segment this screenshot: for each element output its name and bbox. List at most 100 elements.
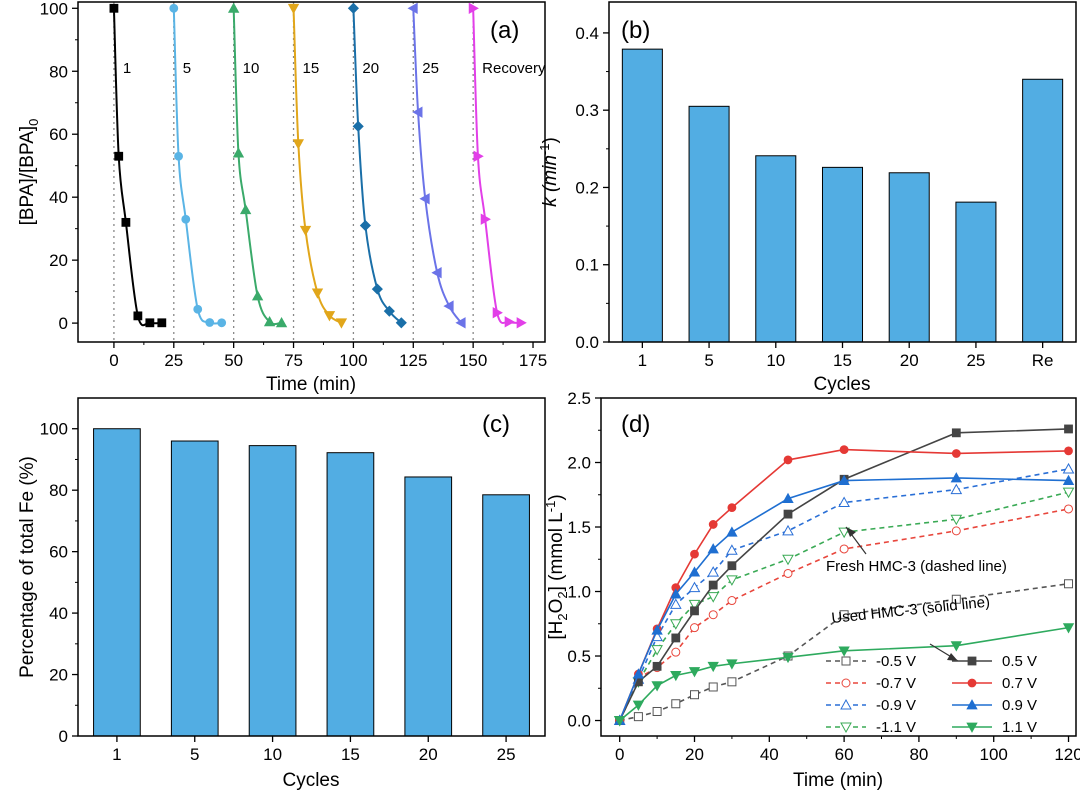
panel-a-x-tick-label: 100 xyxy=(339,351,367,370)
panel-d-legend-marker xyxy=(840,698,852,710)
panel-d-data-point xyxy=(688,599,701,611)
panel-d-data-point xyxy=(726,544,738,555)
panel-a-x-tick-label: 0 xyxy=(109,351,118,370)
panel-c-x-tick-label: 15 xyxy=(341,745,360,764)
panel-d-data-point xyxy=(783,509,793,519)
panel-c-bar xyxy=(404,476,453,737)
panel-d-legend-marker xyxy=(841,678,851,688)
panel-a-series-line xyxy=(352,8,403,324)
panel-d-series-11V xyxy=(614,623,1075,727)
panel-b-x-axis-label: Cycles xyxy=(813,374,870,395)
panel-d-data-point xyxy=(950,514,963,526)
annotation-fresh-arrowhead xyxy=(846,527,856,537)
panel-a-cycle-label: 15 xyxy=(303,60,320,77)
panel-d-data-point xyxy=(727,503,737,513)
panel-d-data-point xyxy=(614,716,626,727)
panel-d-data-point xyxy=(707,543,719,554)
panel-a-series-1 xyxy=(109,3,167,328)
panel-b-y-tick-label: 0.0 xyxy=(575,333,599,352)
panel-c-y-tick-label: 40 xyxy=(49,604,68,623)
panel-a-data-point xyxy=(169,3,179,13)
panel-d-legend-label: -0.9 V xyxy=(876,697,916,714)
panel-d-data-point xyxy=(690,549,699,559)
panel-d-data-point xyxy=(708,520,718,529)
panel-d-y-axis-label: [H2O2] (mmol L-1) xyxy=(543,494,570,639)
panel-b-y-axis-label-main: k (min xyxy=(540,155,561,207)
panel-d-data-point xyxy=(669,598,682,609)
panel-a-data-point xyxy=(395,317,407,329)
panel-a-data-point xyxy=(114,151,124,161)
panel-c-bar xyxy=(248,445,297,737)
panel-d-data-point xyxy=(782,524,794,536)
panel-d-data-point xyxy=(838,496,850,507)
panel-b: 1 5 10 15 20 25 Re0.00.10.20.30.4 (b) Cycles k… xyxy=(537,1,1077,395)
panel-d-legend-marker xyxy=(840,722,852,734)
panel-a-series-15 xyxy=(287,3,348,329)
panel-d-data-point xyxy=(727,561,737,571)
panel-a-data-point xyxy=(109,3,119,13)
panel-d-data-point xyxy=(670,588,682,599)
panel-c-plot-area xyxy=(93,428,530,737)
panel-d-y-label-sub2: 2 xyxy=(555,591,570,598)
panel-b-y-tick-label: 0.2 xyxy=(575,178,599,197)
panel-d-data-point xyxy=(839,445,849,455)
panel-d-data-point xyxy=(1064,579,1074,589)
panel-d-data-point xyxy=(727,596,737,606)
panel-d-data-point xyxy=(707,592,720,603)
panel-d-y-tick-label: 0.0 xyxy=(567,712,591,731)
panel-a-data-point xyxy=(504,316,515,328)
panel-d-legend-marker xyxy=(966,699,978,710)
panel-a-y-tick-label: 60 xyxy=(49,125,68,144)
panel-a-data-point xyxy=(311,288,324,299)
panel-b-x-tick-label: 15 xyxy=(833,351,852,370)
panel-a-x-tick-label: 150 xyxy=(459,351,487,370)
panel-d-data-point xyxy=(690,623,700,633)
panel-a-x-tick-label: 125 xyxy=(399,351,427,370)
panel-a-tag: (a) xyxy=(490,17,519,44)
panel-d-legend-label: -0.5 V xyxy=(876,653,916,670)
panel-d-x-tick-label: 100 xyxy=(980,745,1008,764)
panel-d-data-point xyxy=(950,641,962,652)
panel-a-data-point xyxy=(287,3,300,15)
panel-d-legend-label: -1.1 V xyxy=(876,719,916,736)
panel-a-y-axis-label-main: [BPA]/[BPA] xyxy=(17,126,38,226)
panel-d-data-point xyxy=(783,568,793,578)
panel-d-series-09V xyxy=(614,472,1075,725)
panel-c-frame xyxy=(77,397,546,737)
panel-d-y-label-c: ] (mmol L xyxy=(546,512,567,591)
panel-d-x-tick-label: 20 xyxy=(685,745,704,764)
panel-d-legend-label: 0.7 V xyxy=(1002,675,1037,692)
panel-d-y-label-b: O xyxy=(546,599,567,614)
panel-d-data-point xyxy=(839,544,849,554)
panel-d-data-point xyxy=(1062,623,1075,634)
panel-a-data-point xyxy=(352,120,364,132)
panel-d-series-line xyxy=(618,468,1069,721)
panel-d-x-tick-label: 80 xyxy=(909,745,928,764)
panel-b-y-tick-label: 0.1 xyxy=(575,256,599,275)
panel-d-data-point xyxy=(951,428,961,438)
panel-a-data-point xyxy=(473,150,484,162)
panel-a-data-point xyxy=(181,214,191,224)
panel-c-y-tick-label: 80 xyxy=(49,481,68,500)
panel-b-bar xyxy=(1022,78,1064,343)
panel-a-data-point xyxy=(468,2,479,14)
panel-a-data-point xyxy=(299,225,312,237)
panel-d-data-point xyxy=(782,554,794,566)
panel-d-y-label-a: [H xyxy=(546,621,567,640)
panel-d-data-point xyxy=(688,566,701,577)
annotation-fresh: Fresh HMC-3 (dashed line) xyxy=(826,526,1007,575)
panel-d-y-tick-label: 2.5 xyxy=(567,389,591,408)
panel-d-data-point xyxy=(669,619,682,630)
panel-c-y-tick-label: 20 xyxy=(49,666,68,685)
panel-a-series-20 xyxy=(347,2,407,329)
panel-c-x-tick-label: 5 xyxy=(190,745,199,764)
annotation-used-text: Used HMC-3 (solid line) xyxy=(831,593,991,627)
panel-d-y-tick-label: 1.5 xyxy=(567,518,591,537)
panel-d-data-point xyxy=(782,652,794,664)
panel-a-data-point xyxy=(359,219,371,232)
panel-c-bar xyxy=(326,452,375,737)
panel-d-data-point xyxy=(1062,474,1075,485)
